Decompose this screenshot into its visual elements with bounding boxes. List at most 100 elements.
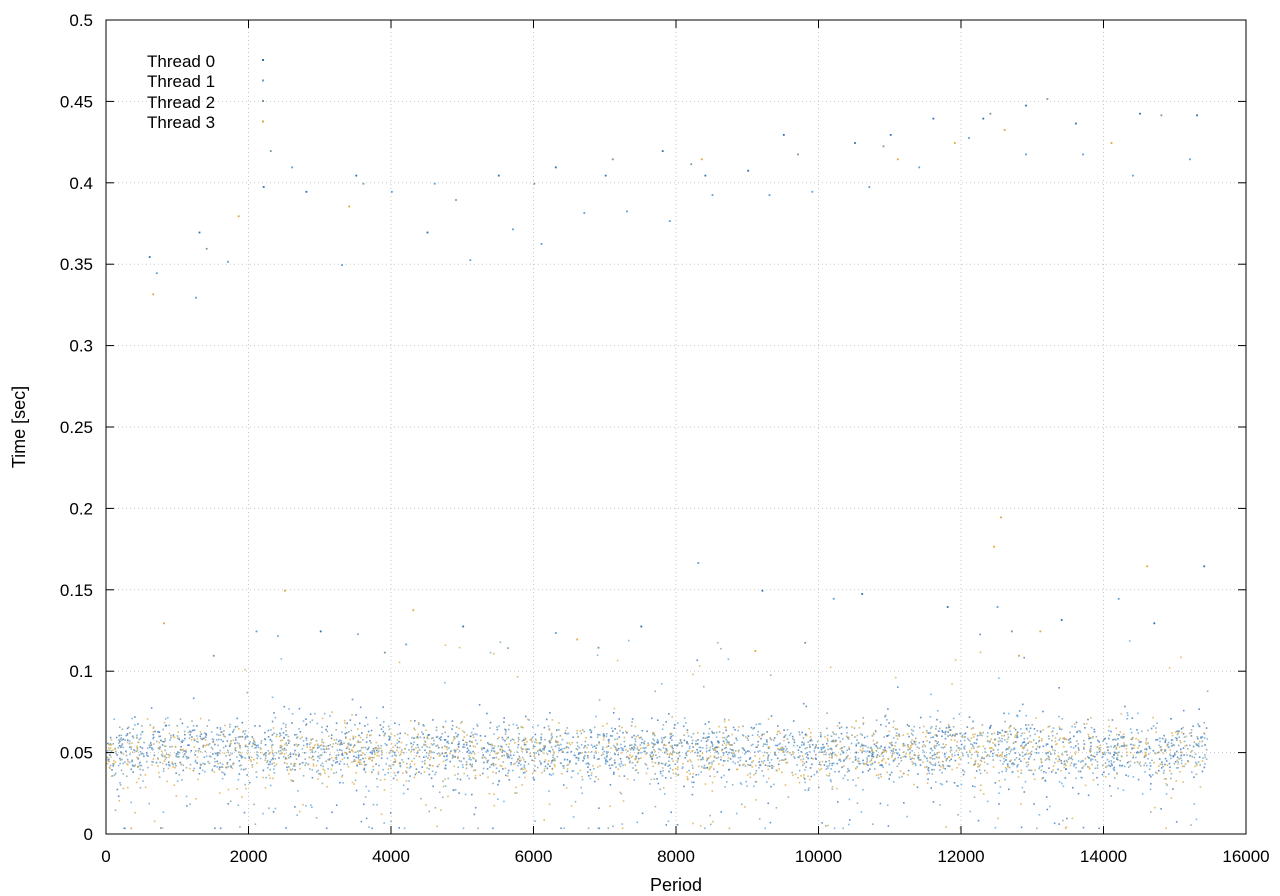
data-point [881, 760, 883, 762]
outlier-point [383, 651, 386, 654]
data-point [1136, 751, 1139, 753]
data-point [1093, 728, 1096, 731]
data-point [722, 764, 724, 767]
data-point [931, 749, 934, 752]
data-point [1004, 766, 1007, 769]
data-point [805, 705, 808, 708]
data-point [963, 770, 966, 773]
data-point [610, 747, 612, 749]
data-point [763, 743, 765, 745]
data-point [928, 761, 931, 764]
data-point [272, 727, 275, 729]
data-point [408, 780, 410, 782]
data-point [256, 757, 258, 760]
data-point [848, 823, 850, 826]
data-point [312, 747, 314, 750]
data-point [450, 750, 452, 752]
data-point [1158, 758, 1161, 760]
data-point [609, 767, 612, 770]
data-point [382, 706, 384, 708]
data-point [124, 827, 126, 830]
data-point [671, 769, 674, 771]
data-point [671, 716, 673, 718]
data-point [620, 792, 623, 795]
data-point [929, 727, 932, 730]
data-point [473, 753, 476, 755]
data-point [1026, 737, 1029, 740]
data-point [1117, 738, 1119, 740]
data-point [302, 803, 304, 806]
data-point [596, 744, 598, 746]
data-point [1038, 814, 1041, 816]
data-point [847, 779, 849, 781]
data-point [1176, 759, 1178, 762]
data-point [952, 726, 955, 728]
data-point [533, 752, 535, 754]
data-point [269, 739, 272, 741]
data-point [415, 747, 417, 749]
data-point [725, 726, 727, 729]
data-point [886, 735, 889, 737]
data-point [122, 787, 125, 790]
data-point [619, 765, 622, 768]
data-point [922, 761, 924, 764]
data-point [898, 748, 901, 751]
data-point [935, 728, 937, 730]
data-point [828, 764, 830, 767]
data-point [445, 767, 447, 770]
data-point [247, 749, 249, 752]
data-point [540, 738, 542, 741]
data-point [190, 739, 193, 741]
data-point [864, 763, 866, 765]
data-point [547, 763, 549, 765]
data-point [828, 756, 831, 759]
data-point [758, 767, 760, 769]
data-point [929, 756, 931, 759]
data-point [922, 741, 925, 743]
data-point [1141, 793, 1144, 795]
data-point [323, 712, 326, 715]
data-point [517, 726, 519, 729]
data-point [389, 765, 392, 767]
data-point [212, 741, 214, 744]
data-point [401, 759, 403, 761]
data-point [926, 757, 928, 759]
data-point [222, 746, 225, 749]
data-point [681, 767, 684, 770]
data-point [293, 765, 296, 767]
data-point [561, 748, 563, 750]
data-point [665, 750, 668, 752]
data-point [999, 739, 1002, 742]
data-point [1176, 756, 1179, 759]
data-point [239, 826, 241, 828]
data-point [1158, 769, 1160, 772]
data-point [498, 725, 500, 727]
data-point [324, 772, 326, 775]
data-point [1041, 777, 1043, 780]
data-point [1069, 764, 1072, 767]
data-point [905, 753, 907, 755]
data-point [252, 742, 254, 745]
data-point [1090, 717, 1092, 719]
data-point [945, 727, 948, 729]
data-point [171, 763, 174, 765]
data-point [268, 807, 270, 809]
data-point [133, 765, 136, 768]
data-point [382, 726, 385, 728]
data-point [724, 786, 726, 788]
data-point [653, 778, 656, 780]
data-point [234, 737, 237, 739]
data-point [668, 760, 670, 762]
data-point [510, 763, 512, 766]
data-point [916, 786, 919, 789]
data-point [478, 704, 481, 706]
data-point [833, 733, 835, 735]
data-point [540, 750, 543, 752]
data-point [522, 748, 524, 750]
data-point [217, 752, 220, 754]
data-point [647, 744, 650, 746]
data-point [706, 737, 708, 739]
data-point [484, 735, 486, 737]
data-point [996, 754, 999, 756]
data-point [1119, 731, 1121, 733]
